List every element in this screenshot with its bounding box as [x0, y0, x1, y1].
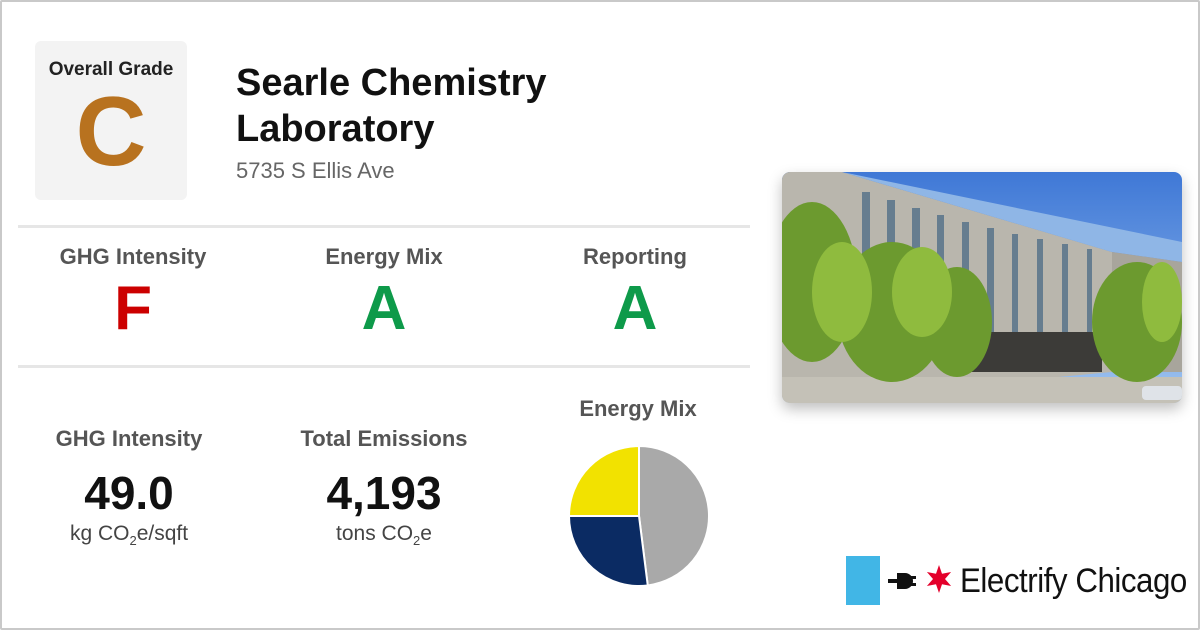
- grade-energy-mix-letter: A: [361, 274, 407, 343]
- grade-energy-mix-label: Energy Mix: [325, 244, 443, 269]
- building-address: 5735 S Ellis Ave: [236, 158, 395, 183]
- energy-mix-chart-title: Energy Mix: [579, 396, 697, 421]
- chicago-star-icon: [926, 565, 952, 593]
- grade-reporting-label: Reporting: [583, 244, 687, 269]
- stat-ghg-unit: kg CO2e/sqft: [69, 522, 189, 549]
- building-name: Searle Chemistry Laboratory: [236, 62, 547, 150]
- brand-color-square: [846, 556, 880, 605]
- pie-slice-gray: [638, 444, 710, 587]
- grade-reporting-letter: A: [612, 274, 658, 343]
- brand-name: Electrify Chicago: [960, 562, 1187, 600]
- grade-ghg-letter: F: [114, 274, 152, 343]
- grade-reporting: Reporting A: [505, 244, 765, 344]
- pie-slice-yellow: [567, 444, 640, 517]
- stat-emissions-label: Total Emissions: [300, 426, 468, 451]
- plug-icon: [888, 573, 916, 589]
- overall-grade-label: Overall Grade: [48, 59, 174, 80]
- stat-emissions-value: 4,193: [326, 467, 442, 519]
- grade-energy-mix: Energy Mix A: [254, 244, 514, 344]
- pie-slice-navy: [567, 515, 649, 587]
- overall-grade-card: Overall Grade C: [35, 41, 187, 200]
- stat-ghg-label: GHG Intensity: [55, 426, 203, 451]
- stat-emissions-unit: tons CO2e: [336, 522, 432, 549]
- divider-bottom: [18, 365, 750, 368]
- stat-total-emissions: Total Emissions 4,193 tons CO2e: [264, 426, 504, 548]
- building-photo: [782, 172, 1182, 403]
- divider-top: [18, 225, 750, 228]
- stat-ghg-intensity: GHG Intensity 49.0 kg CO2e/sqft: [9, 426, 249, 548]
- energy-mix-pie-chart: [567, 444, 710, 587]
- overall-grade-letter: C: [75, 76, 147, 186]
- grade-ghg-intensity: GHG Intensity F: [3, 244, 263, 344]
- stat-ghg-value: 49.0: [84, 467, 174, 519]
- grade-ghg-label: GHG Intensity: [59, 244, 207, 269]
